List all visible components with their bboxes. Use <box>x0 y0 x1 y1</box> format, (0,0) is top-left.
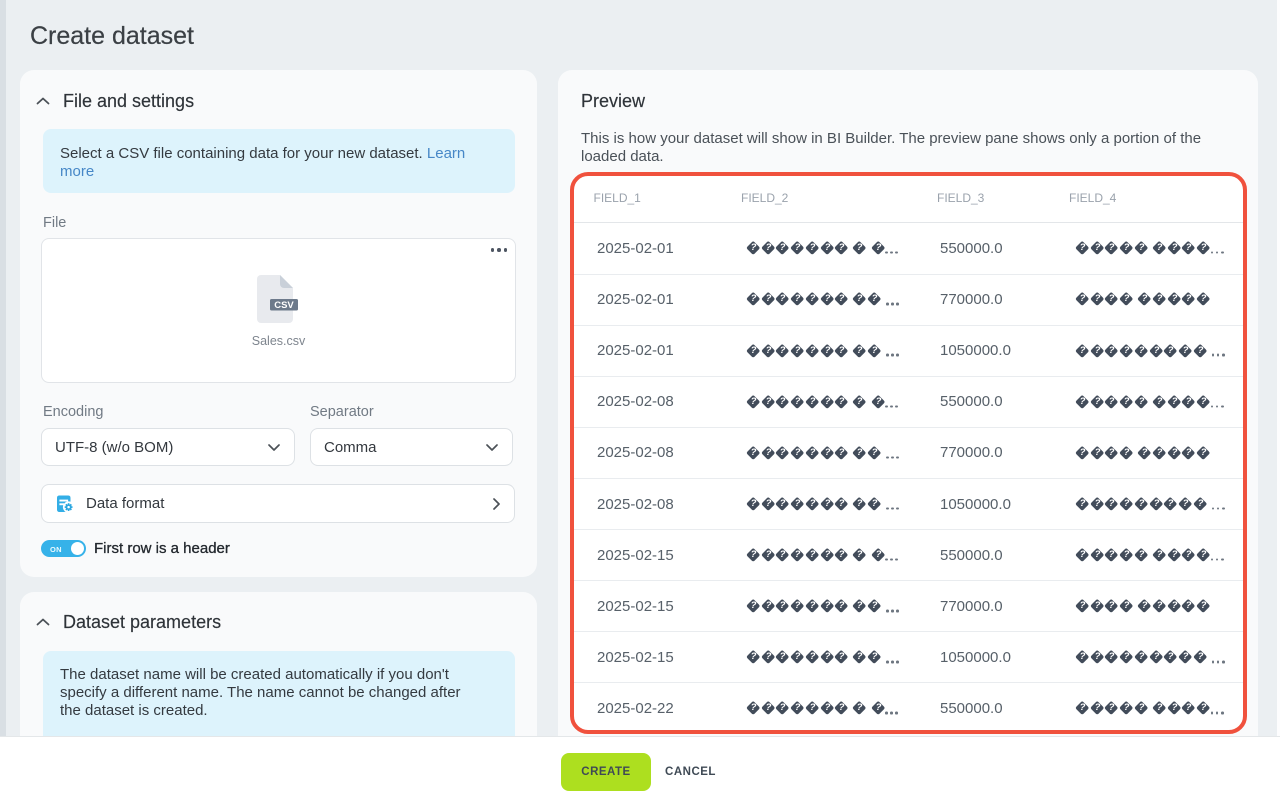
svg-text:CSV: CSV <box>274 300 294 311</box>
